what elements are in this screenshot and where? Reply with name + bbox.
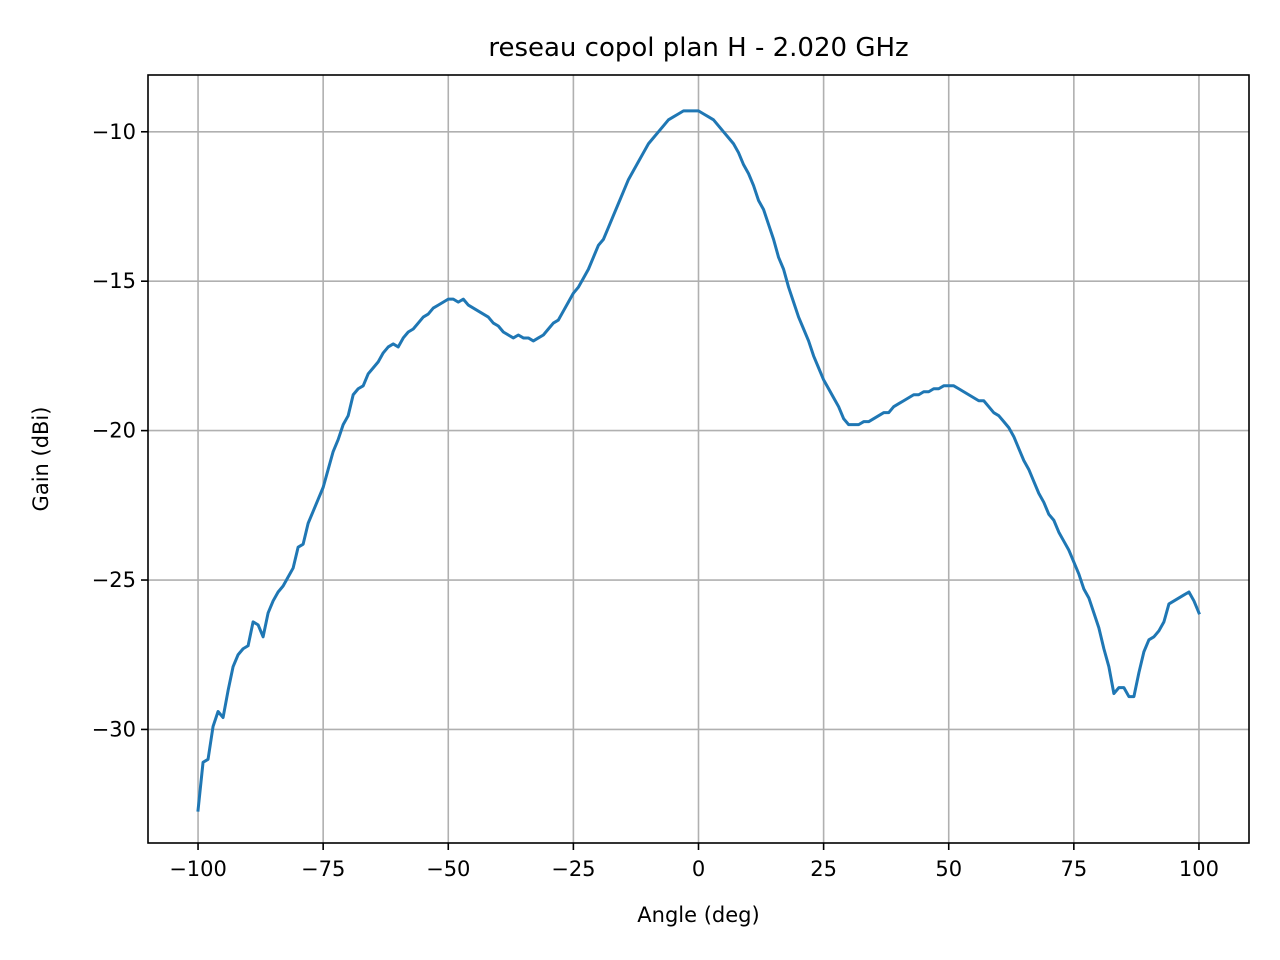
x-tick-label: 25 bbox=[810, 857, 837, 881]
y-tick-label: −20 bbox=[92, 419, 136, 443]
y-tick-label: −10 bbox=[92, 120, 136, 144]
x-axis-ticks: −100 −75 −50 −25 0 25 50 75 100 bbox=[169, 843, 1219, 881]
x-axis-label: Angle (deg) bbox=[637, 903, 759, 927]
x-tick-label: −50 bbox=[426, 857, 470, 881]
series-line bbox=[196, 109, 1201, 812]
series-layer bbox=[196, 109, 1201, 812]
x-tick-label: 0 bbox=[692, 857, 705, 881]
x-tick-label: −100 bbox=[169, 857, 227, 881]
y-tick-label: −15 bbox=[92, 269, 136, 293]
grid bbox=[148, 75, 1249, 843]
y-tick-label: −30 bbox=[92, 717, 136, 741]
x-tick-label: −25 bbox=[551, 857, 595, 881]
y-tick-label: −25 bbox=[92, 568, 136, 592]
y-axis-label: Gain (dBi) bbox=[29, 407, 53, 512]
y-axis-ticks: −10 −15 −20 −25 −30 bbox=[92, 120, 148, 741]
x-tick-label: −75 bbox=[301, 857, 345, 881]
x-tick-label: 100 bbox=[1179, 857, 1219, 881]
chart-title: reseau copol plan H - 2.020 GHz bbox=[488, 33, 908, 63]
x-tick-label: 75 bbox=[1060, 857, 1087, 881]
x-tick-label: 50 bbox=[935, 857, 962, 881]
